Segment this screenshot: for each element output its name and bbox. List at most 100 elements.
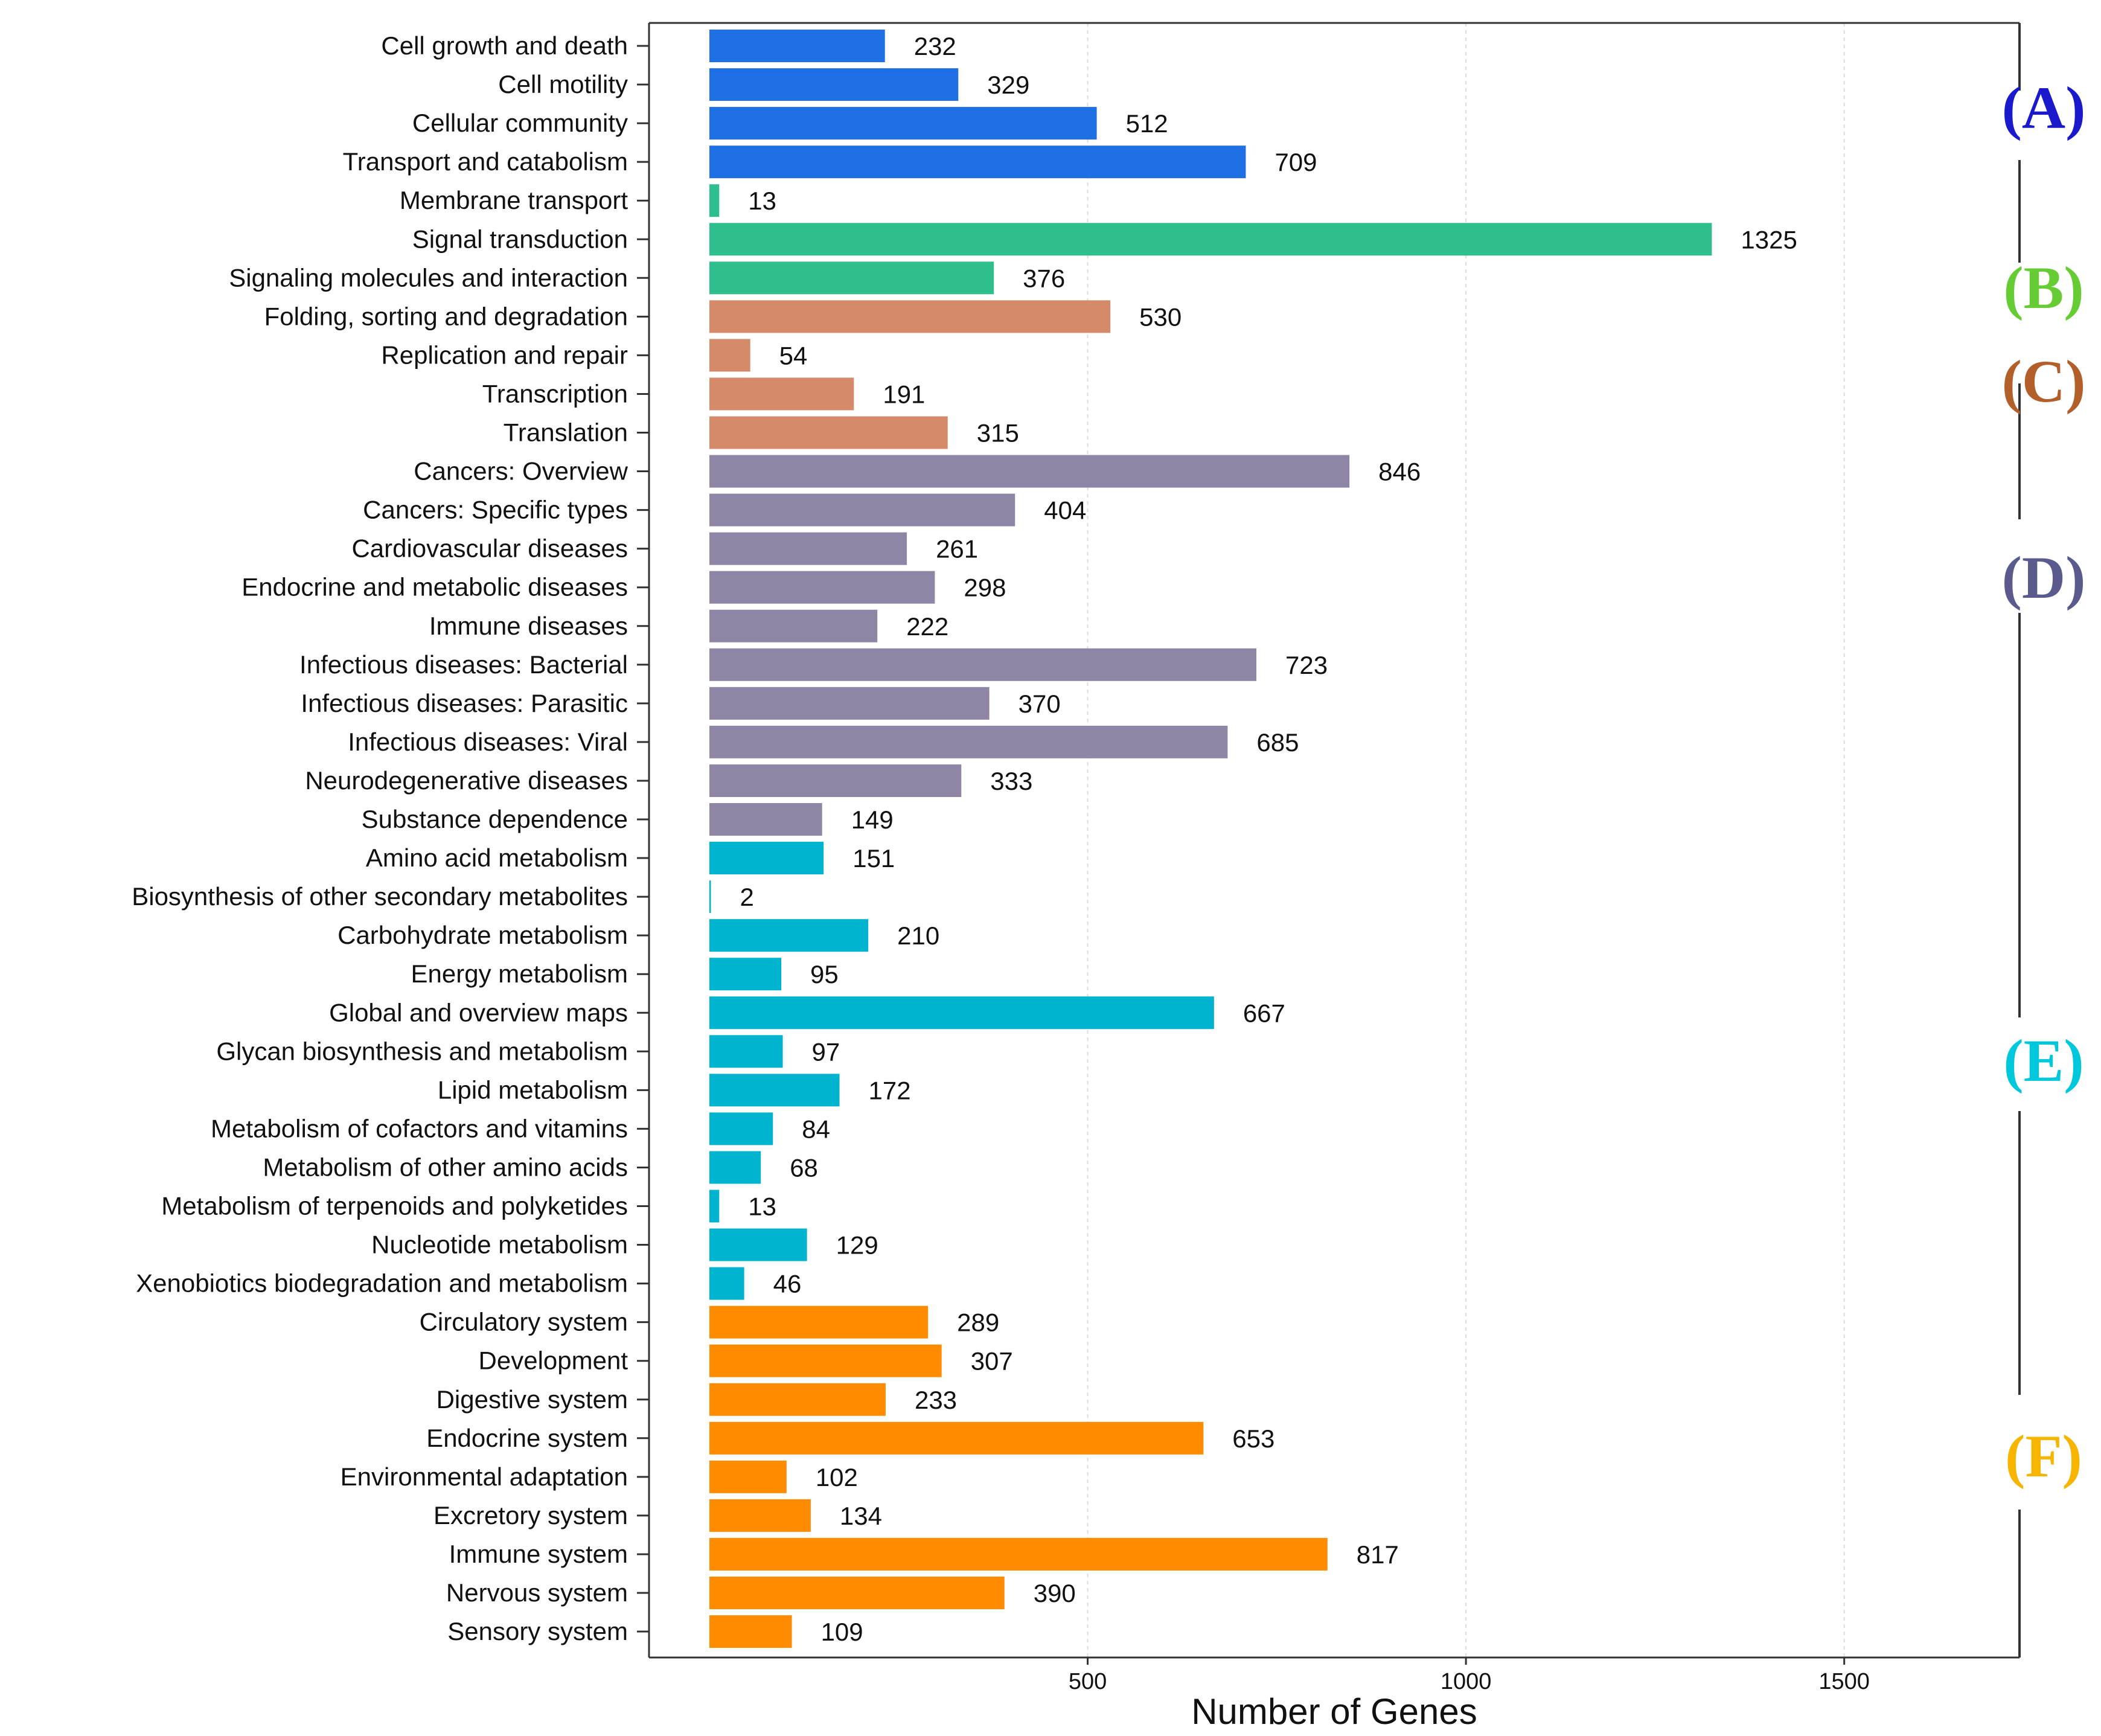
bar: [709, 958, 782, 991]
x-tick-labels: 500 1000 1500: [1069, 1669, 1870, 1694]
bar: [709, 1228, 807, 1261]
bar: [709, 1151, 761, 1184]
category-label: Nucleotide metabolism: [371, 1231, 628, 1259]
category-label: Membrane transport: [400, 186, 628, 214]
x-axis-title: Number of Genes: [1191, 1691, 1477, 1732]
category-label: Development: [479, 1347, 628, 1375]
category-label: Immune system: [449, 1540, 628, 1568]
bar: [709, 1112, 773, 1145]
value-label: 222: [906, 612, 948, 641]
bar: [709, 184, 720, 217]
bar: [709, 1267, 744, 1300]
value-label: 298: [964, 574, 1006, 602]
category-label: Environmental adaptation: [341, 1462, 628, 1491]
bar: [709, 1383, 886, 1416]
category-label: Glycan biosynthesis and metabolism: [216, 1037, 628, 1065]
x-tick-label: 1000: [1441, 1669, 1492, 1694]
category-label: Lipid metabolism: [438, 1075, 628, 1104]
bar: [709, 764, 962, 797]
bar: [709, 493, 1015, 527]
group-label: (D): [2002, 544, 2086, 611]
category-label: Metabolism of cofactors and vitamins: [211, 1114, 628, 1142]
value-label: 530: [1139, 303, 1182, 331]
value-label: 13: [748, 1193, 776, 1221]
group-label: (E): [2003, 1027, 2083, 1094]
bar: [709, 648, 1257, 681]
category-label: Cellular community: [412, 109, 628, 137]
bar: [709, 1499, 811, 1532]
bar: [709, 1421, 1204, 1455]
value-label: 232: [914, 32, 956, 60]
bar: [709, 68, 959, 101]
bar: [709, 842, 824, 875]
bar: [709, 1305, 929, 1339]
category-label: Neurodegenerative diseases: [305, 766, 628, 795]
value-label: 102: [816, 1463, 858, 1491]
bar: [709, 1577, 1005, 1609]
category-label: Transcription: [482, 379, 628, 408]
bar: [709, 261, 994, 295]
category-label: Sensory system: [447, 1617, 628, 1645]
value-label: 333: [990, 767, 1032, 795]
value-label: 667: [1243, 999, 1285, 1027]
axes: [637, 22, 2021, 1665]
category-label: Endocrine system: [426, 1424, 628, 1452]
category-label: Signaling molecules and interaction: [229, 263, 628, 292]
category-label: Cell motility: [498, 70, 628, 98]
x-tick-label: 1500: [1818, 1669, 1870, 1694]
value-label: 404: [1044, 496, 1086, 525]
bar: [709, 107, 1097, 140]
bar: [709, 455, 1350, 488]
category-label: Signal transduction: [412, 225, 628, 253]
bar: [709, 880, 711, 914]
category-label: Transport and catabolism: [343, 147, 628, 176]
category-label: Folding, sorting and degradation: [264, 302, 628, 330]
category-label: Xenobiotics biodegradation and metabolis…: [136, 1269, 628, 1298]
value-label: 329: [987, 71, 1029, 99]
category-label: Carbohydrate metabolism: [337, 921, 628, 949]
value-label: 46: [773, 1270, 802, 1298]
category-label: Infectious diseases: Bacterial: [299, 650, 628, 679]
value-labels: 2323295127091313253765305419131584640426…: [740, 32, 1797, 1646]
bar: [709, 1035, 783, 1068]
value-label: 2: [740, 883, 754, 911]
category-label: Endocrine and metabolic diseases: [241, 573, 628, 601]
category-label: Metabolism of terpenoids and polyketides: [161, 1192, 628, 1220]
category-label: Energy metabolism: [411, 959, 628, 988]
category-label: Circulatory system: [420, 1308, 628, 1336]
value-label: 172: [869, 1076, 911, 1104]
category-label: Nervous system: [446, 1578, 628, 1607]
x-tick-label: 500: [1069, 1669, 1107, 1694]
value-label: 149: [851, 806, 894, 834]
bar: [709, 1344, 942, 1377]
bar: [709, 532, 907, 565]
group-label: (B): [2003, 254, 2083, 321]
group-label: (F): [2005, 1423, 2082, 1490]
value-label: 68: [790, 1153, 818, 1182]
bar: [709, 146, 1246, 179]
bar: [709, 339, 750, 372]
value-label: 723: [1285, 651, 1328, 679]
value-label: 512: [1126, 109, 1168, 138]
bars: [709, 30, 1712, 1648]
value-label: 846: [1378, 458, 1421, 486]
value-label: 134: [840, 1502, 882, 1530]
group-label: (A): [2002, 74, 2086, 141]
category-label: Cell growth and death: [381, 31, 628, 60]
value-label: 210: [897, 921, 939, 950]
category-label: Replication and repair: [381, 341, 628, 369]
category-label: Excretory system: [433, 1501, 628, 1529]
category-label: Amino acid metabolism: [366, 844, 628, 872]
bar: [709, 1537, 1328, 1571]
value-label: 151: [852, 844, 895, 873]
category-label: Cardiovascular diseases: [351, 534, 628, 563]
group-labels: (A) (B) (C) (D) (E) (F): [2002, 74, 2086, 1490]
bar: [709, 1074, 840, 1107]
value-label: 307: [971, 1347, 1013, 1376]
bar: [709, 609, 878, 642]
value-label: 685: [1256, 728, 1299, 757]
value-label: 191: [883, 380, 925, 408]
category-label: Biosynthesis of other secondary metaboli…: [132, 882, 628, 911]
